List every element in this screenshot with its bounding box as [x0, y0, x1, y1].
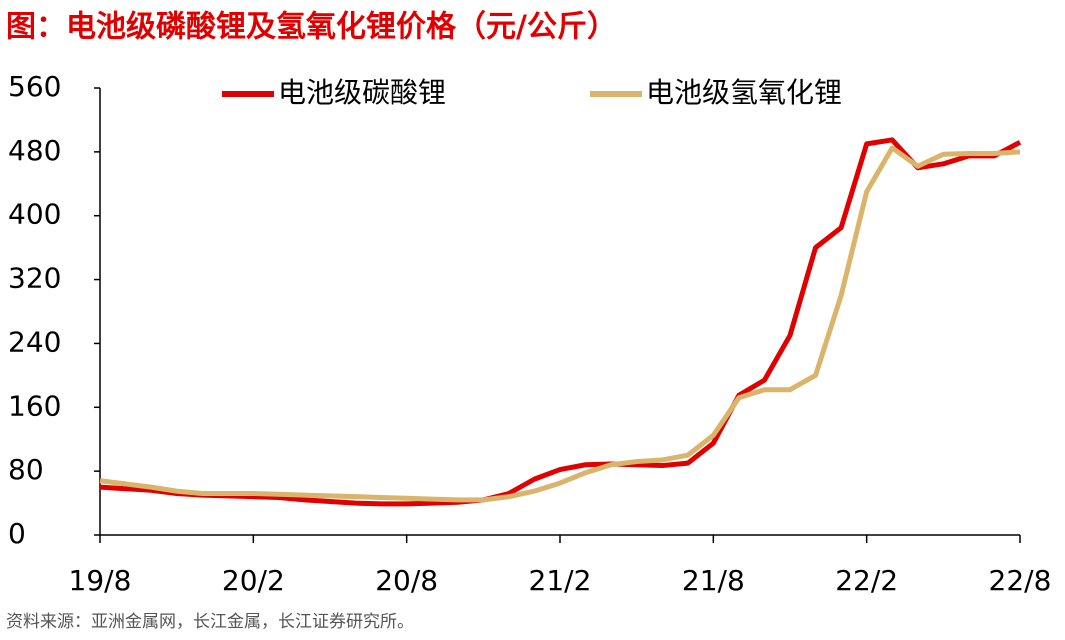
x-tick-label: 19/8 [69, 564, 132, 597]
y-tick-label: 0 [8, 517, 26, 550]
y-tick-label: 80 [8, 453, 44, 486]
legend-label: 电池级氢氧化锂 [646, 76, 842, 109]
series-line [99, 137, 1022, 507]
chart-title: 图：电池级磷酸锂及氢氧化锂价格（元/公斤） [6, 10, 617, 45]
x-tick-label: 21/8 [682, 564, 745, 597]
y-tick-label: 560 [8, 70, 61, 103]
source-note: 资料来源：亚洲金属网，长江金属，长江证券研究所。 [6, 612, 414, 632]
y-tick-label: 240 [8, 325, 61, 358]
y-tick-label: 320 [8, 262, 61, 295]
y-tick-label: 480 [8, 134, 61, 167]
legend-label: 电池级碳酸锂 [278, 76, 446, 109]
y-tick-label: 160 [8, 389, 61, 422]
series-line [99, 145, 1021, 503]
x-tick-label: 20/8 [375, 564, 438, 597]
x-tick-label: 22/2 [835, 564, 898, 597]
x-tick-label: 22/8 [989, 564, 1052, 597]
x-tick-label: 20/2 [222, 564, 285, 597]
x-tick-label: 21/2 [529, 564, 592, 597]
y-tick-label: 400 [8, 198, 61, 231]
